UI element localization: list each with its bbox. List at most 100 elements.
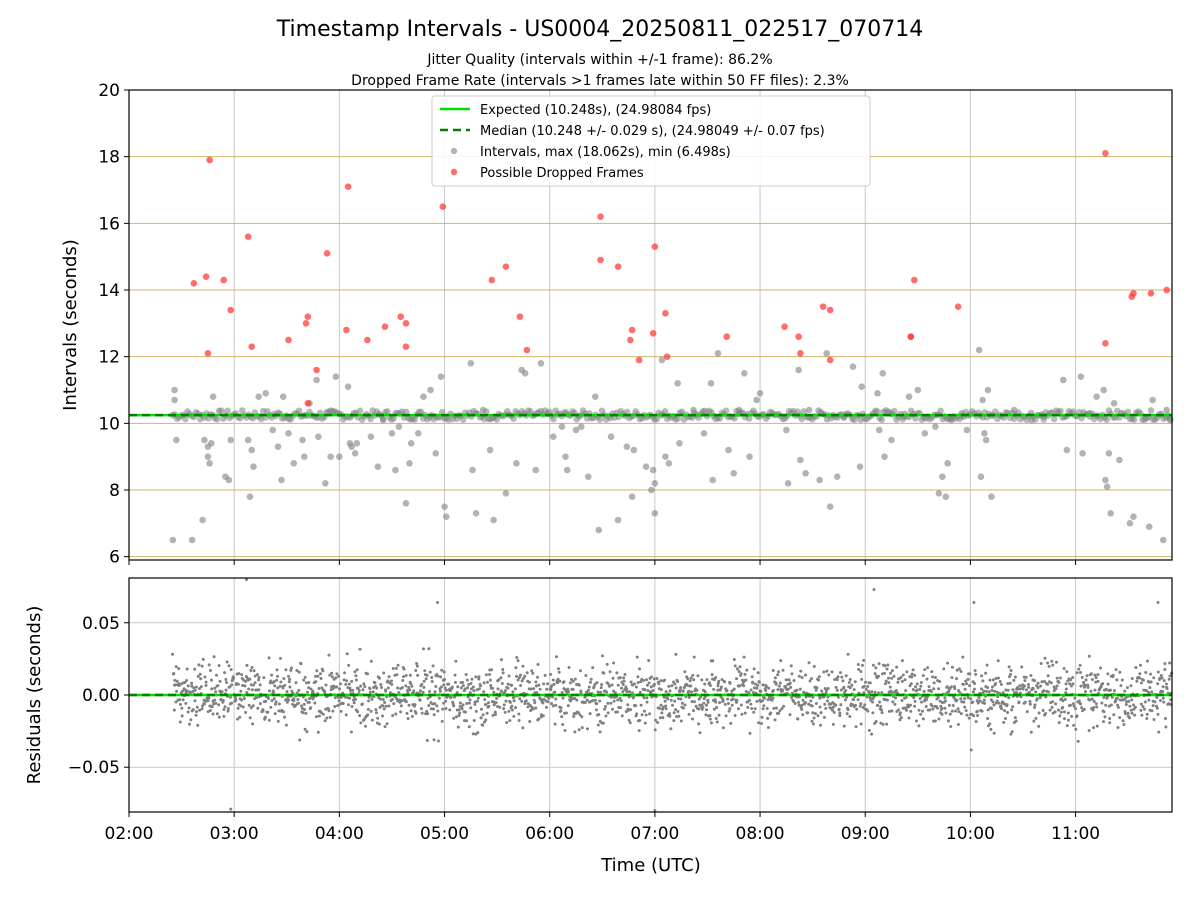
dropped-frame-point [313, 366, 320, 374]
residual-point [1145, 689, 1149, 693]
residual-point [1129, 684, 1133, 688]
legend-box [431, 95, 871, 187]
residual-point [488, 678, 492, 682]
residual-point [407, 703, 411, 707]
residual-point [739, 672, 743, 676]
residual-point [1062, 667, 1066, 671]
residual-point [1003, 717, 1007, 721]
residual-point [677, 714, 681, 718]
interval-point [1149, 396, 1157, 404]
residual-point [612, 661, 616, 665]
residual-point [171, 652, 175, 656]
residual-point [534, 684, 538, 688]
residual-point [465, 719, 469, 723]
residual-point [528, 719, 532, 723]
residual-point [1088, 698, 1092, 702]
residual-point [1039, 662, 1043, 666]
dropped-frame-point [628, 326, 636, 334]
residual-point [591, 666, 595, 670]
residual-point [1026, 683, 1030, 687]
residual-point [1003, 709, 1007, 713]
residual-point [363, 685, 367, 689]
residual-point [226, 707, 230, 711]
residual-point [1064, 691, 1068, 695]
residual-point [598, 730, 602, 734]
residual-point [543, 673, 547, 677]
residual-point [870, 732, 874, 736]
residual-point [1139, 702, 1143, 706]
residual-point [447, 682, 451, 686]
dropped-frame-point [635, 356, 643, 364]
residual-point [383, 725, 387, 729]
residual-point [1022, 684, 1026, 688]
residual-point [705, 703, 709, 707]
residual-point [985, 663, 989, 667]
residual-point [464, 710, 468, 714]
residual-point [394, 712, 398, 716]
residual-point [377, 676, 381, 680]
residual-point [180, 682, 184, 686]
residual-point [1092, 706, 1096, 710]
residual-point [946, 719, 950, 723]
residual-point [1029, 730, 1033, 734]
residual-point [994, 682, 998, 686]
residual-point [1082, 680, 1086, 684]
residual-point [256, 706, 260, 710]
residual-point [725, 689, 729, 693]
residual-point [1168, 674, 1172, 678]
residual-point [492, 690, 496, 694]
residual-point [609, 701, 613, 705]
residual-point [755, 699, 759, 703]
residual-point [709, 721, 713, 725]
residual-point [332, 684, 336, 688]
residual-point [295, 668, 299, 672]
interval-point [550, 415, 557, 423]
residual-point [874, 666, 878, 670]
residual-point [364, 724, 368, 728]
residual-point [526, 705, 530, 709]
residual-point [826, 695, 830, 699]
residual-point [857, 667, 861, 671]
residual-point [416, 673, 420, 677]
residual-point [200, 664, 204, 668]
residual-point [859, 722, 863, 726]
residual-point [1115, 696, 1119, 700]
residual-point [270, 698, 274, 702]
residual-point [918, 697, 922, 701]
dropped-frame-point [397, 313, 405, 320]
interval-point [1147, 407, 1155, 414]
residual-point [818, 696, 822, 700]
residual-point [771, 696, 775, 700]
residual-point [863, 703, 867, 707]
residual-point [409, 682, 413, 686]
residual-point [747, 691, 751, 695]
residual-point [220, 690, 224, 694]
residual-point [336, 704, 340, 708]
residual-point [1032, 719, 1036, 723]
residual-point [615, 671, 619, 675]
residual-point [1139, 681, 1143, 685]
residual-point [956, 707, 960, 711]
interval-point [502, 490, 510, 497]
residual-point [683, 703, 687, 707]
residual-point [288, 685, 292, 689]
residual-point [553, 690, 557, 694]
residual-point [904, 689, 908, 693]
residual-point [521, 664, 525, 668]
interval-point [1103, 483, 1111, 490]
residual-point [204, 680, 208, 684]
residual-point [391, 667, 395, 671]
interval-point [469, 466, 476, 474]
interval-point [1079, 450, 1086, 457]
residual-point [1013, 675, 1017, 679]
interval-point [246, 493, 254, 500]
dropped-frame-point [439, 203, 447, 210]
residual-point [778, 709, 782, 713]
residual-point [980, 709, 984, 713]
residual-point [202, 702, 206, 706]
dropped-frame-point [381, 323, 389, 330]
residual-point [909, 703, 913, 707]
residual-point [940, 712, 944, 716]
residual-point [917, 724, 921, 728]
residual-point [862, 691, 866, 695]
